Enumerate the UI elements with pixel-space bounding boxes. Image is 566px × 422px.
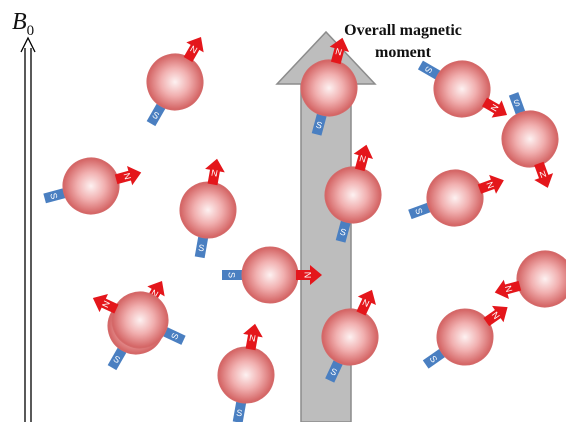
proton: SN bbox=[422, 305, 508, 369]
north-pole-label: N bbox=[122, 172, 133, 181]
north-pole-label: N bbox=[210, 168, 218, 179]
proton-layer: SNSNSNSNSNSNSNSNSNSNSNSNSNSNSN bbox=[43, 36, 566, 422]
south-pole-block bbox=[146, 103, 166, 127]
north-pole-arrow bbox=[114, 165, 142, 186]
north-pole-label: N bbox=[489, 102, 501, 113]
north-pole-arrow bbox=[483, 305, 508, 327]
north-pole-arrow bbox=[296, 265, 322, 285]
south-pole-label: S bbox=[169, 331, 181, 341]
south-pole-block bbox=[408, 202, 431, 220]
south-pole-label: S bbox=[329, 366, 339, 378]
proton-sphere bbox=[241, 246, 299, 304]
proton-sphere bbox=[62, 157, 120, 215]
north-pole-label: N bbox=[334, 46, 343, 57]
south-pole-block bbox=[417, 60, 441, 80]
proton: SN bbox=[179, 158, 237, 259]
north-pole-arrow bbox=[353, 144, 374, 172]
south-pole-block bbox=[325, 360, 343, 383]
proton: SN bbox=[146, 36, 204, 127]
b0-field-arrow bbox=[20, 36, 36, 422]
north-pole-arrow bbox=[356, 289, 376, 316]
north-pole-label: N bbox=[484, 180, 496, 190]
south-pole-label: S bbox=[48, 192, 59, 200]
north-pole-label: N bbox=[248, 333, 256, 344]
south-pole-label: S bbox=[235, 407, 243, 418]
south-pole-block bbox=[232, 401, 247, 422]
north-pole-label: N bbox=[358, 153, 367, 164]
b0-field-label: B0 bbox=[12, 9, 35, 39]
south-pole-label: S bbox=[227, 272, 237, 278]
proton-sphere bbox=[516, 250, 566, 308]
north-pole-label: N bbox=[538, 168, 548, 180]
proton-sphere bbox=[426, 169, 484, 227]
north-pole-label: N bbox=[149, 288, 160, 300]
north-pole-label: N bbox=[188, 44, 199, 56]
south-pole-block bbox=[222, 270, 242, 280]
north-pole-arrow bbox=[205, 158, 225, 186]
south-pole-label: S bbox=[315, 120, 323, 131]
proton: SN bbox=[217, 323, 275, 422]
north-pole-label: N bbox=[361, 297, 371, 309]
south-pole-block bbox=[508, 92, 526, 115]
north-pole-arrow bbox=[183, 36, 204, 62]
proton: SN bbox=[324, 144, 382, 243]
south-pole-label: S bbox=[151, 110, 161, 122]
north-pole-label: N bbox=[303, 272, 313, 279]
south-pole-label: S bbox=[428, 354, 440, 365]
proton: SN bbox=[321, 289, 379, 383]
south-pole-label: S bbox=[197, 242, 205, 253]
north-pole-arrow bbox=[477, 174, 504, 194]
south-pole-block bbox=[107, 347, 127, 371]
north-pole-label: N bbox=[490, 310, 502, 321]
proton-sphere bbox=[179, 181, 237, 239]
south-pole-block bbox=[163, 327, 186, 345]
proton: SN bbox=[43, 157, 142, 215]
south-pole-label: S bbox=[339, 227, 347, 238]
proton: SN bbox=[494, 250, 566, 308]
proton-sphere bbox=[436, 308, 494, 366]
overall-moment-label-line1: Overall magnetic bbox=[344, 22, 462, 39]
proton: SN bbox=[501, 92, 559, 188]
north-pole-arrow bbox=[494, 279, 522, 300]
proton: SN bbox=[92, 291, 186, 349]
north-pole-arrow bbox=[329, 37, 350, 65]
south-pole-label: S bbox=[512, 97, 521, 108]
north-pole-arrow bbox=[243, 323, 263, 351]
overall-moment-label-line2: moment bbox=[375, 44, 431, 61]
north-pole-arrow bbox=[92, 294, 119, 314]
north-pole-label: N bbox=[503, 284, 514, 293]
south-pole-block bbox=[194, 236, 209, 259]
north-pole-arrow bbox=[534, 161, 554, 188]
proton: SN bbox=[408, 169, 504, 227]
overall-moment-label: Overall magnetic moment bbox=[318, 20, 488, 64]
south-pole-block bbox=[422, 348, 445, 369]
north-pole-arrow bbox=[482, 97, 508, 118]
proton-sphere bbox=[146, 53, 204, 111]
south-pole-label: S bbox=[112, 354, 122, 366]
south-pole-label: S bbox=[423, 65, 435, 75]
south-pole-label: S bbox=[413, 207, 424, 216]
proton-sphere bbox=[217, 346, 275, 404]
proton-sphere bbox=[111, 291, 169, 349]
north-pole-label: N bbox=[100, 299, 112, 309]
proton: SN bbox=[417, 60, 508, 118]
